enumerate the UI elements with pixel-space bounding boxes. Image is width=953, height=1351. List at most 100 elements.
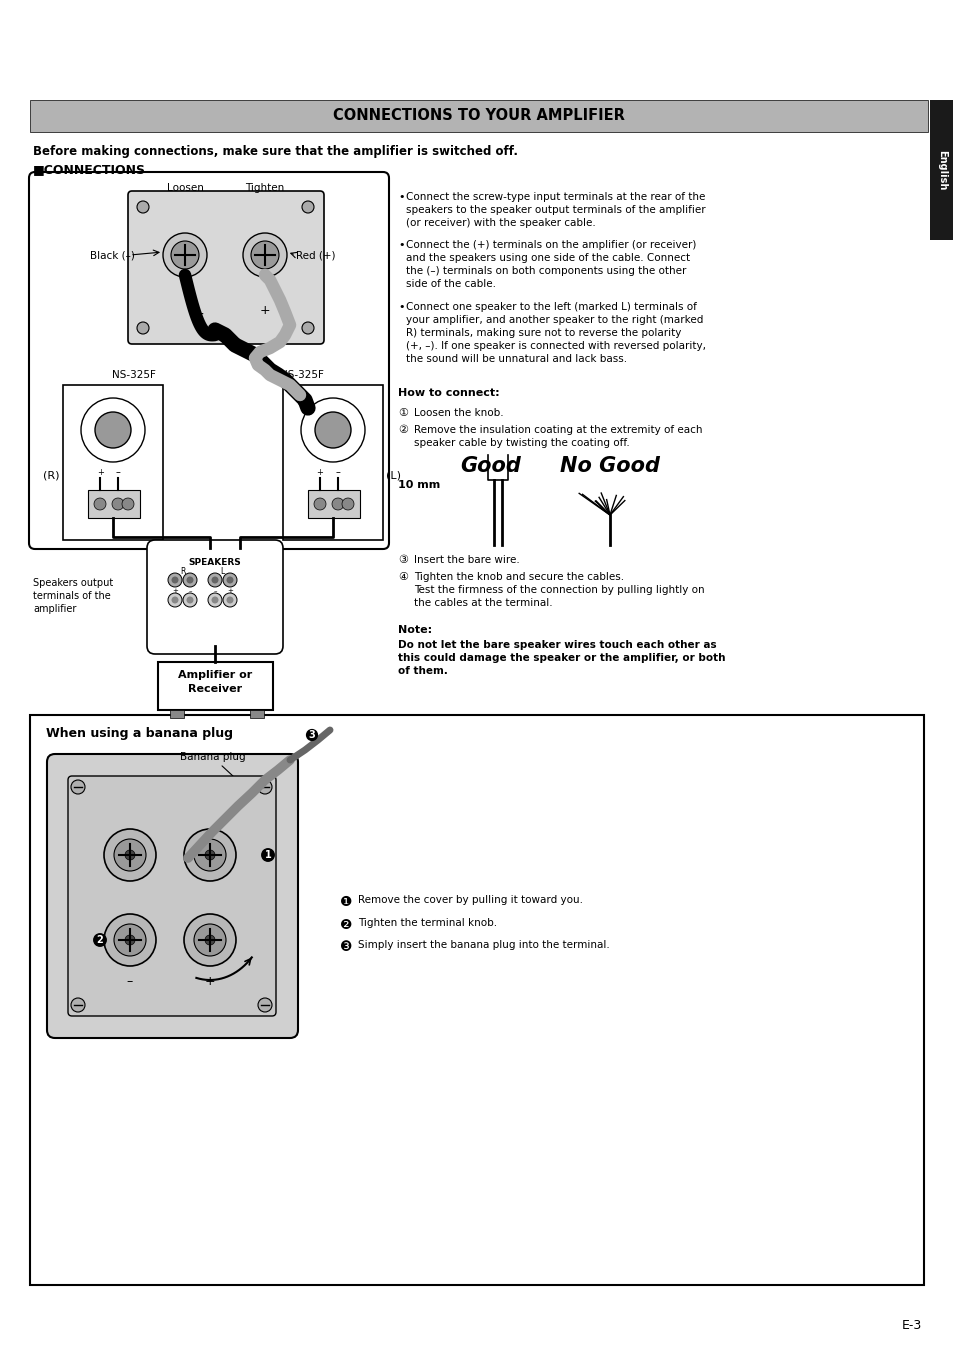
Circle shape xyxy=(137,201,149,213)
Circle shape xyxy=(226,577,233,584)
Bar xyxy=(170,711,184,717)
Text: 3: 3 xyxy=(309,730,315,740)
Circle shape xyxy=(95,412,131,449)
Text: +: + xyxy=(172,588,178,594)
Circle shape xyxy=(183,573,196,586)
Text: ❶: ❶ xyxy=(339,894,352,909)
Text: –: – xyxy=(213,588,216,594)
Text: CONNECTIONS TO YOUR AMPLIFIER: CONNECTIONS TO YOUR AMPLIFIER xyxy=(333,108,624,123)
Text: of them.: of them. xyxy=(397,666,447,676)
Text: E-3: E-3 xyxy=(901,1319,922,1332)
Circle shape xyxy=(223,573,236,586)
Text: Tighten the knob and secure the cables.: Tighten the knob and secure the cables. xyxy=(414,571,623,582)
Circle shape xyxy=(104,830,156,881)
Text: speaker cable by twisting the coating off.: speaker cable by twisting the coating of… xyxy=(414,438,629,449)
Text: the (–) terminals on both components using the other: the (–) terminals on both components usi… xyxy=(406,266,685,276)
Bar xyxy=(30,100,927,132)
Text: Insert the bare wire.: Insert the bare wire. xyxy=(414,555,519,565)
Circle shape xyxy=(71,780,85,794)
Text: –: – xyxy=(196,308,203,322)
Text: 10 mm: 10 mm xyxy=(397,480,439,490)
Text: –: – xyxy=(188,588,192,594)
Text: Speakers output: Speakers output xyxy=(33,578,113,588)
Circle shape xyxy=(193,924,226,957)
Text: Black (–): Black (–) xyxy=(90,250,134,259)
Bar xyxy=(158,662,273,711)
Text: ④: ④ xyxy=(397,571,408,582)
Text: Before making connections, make sure that the amplifier is switched off.: Before making connections, make sure tha… xyxy=(33,145,517,158)
Circle shape xyxy=(125,850,135,861)
Circle shape xyxy=(184,830,235,881)
Circle shape xyxy=(226,597,233,604)
Text: L: L xyxy=(219,566,224,576)
Text: –: – xyxy=(127,975,133,988)
Circle shape xyxy=(122,499,133,509)
Bar xyxy=(250,711,264,717)
Circle shape xyxy=(314,499,326,509)
Text: Amplifier or: Amplifier or xyxy=(177,670,252,680)
Text: How to connect:: How to connect: xyxy=(397,388,499,399)
Text: Tighten: Tighten xyxy=(245,182,284,193)
Circle shape xyxy=(212,577,218,584)
Text: Banana plug: Banana plug xyxy=(180,753,245,762)
Text: and the speakers using one side of the cable. Connect: and the speakers using one side of the c… xyxy=(406,253,689,263)
Text: Do not let the bare speaker wires touch each other as: Do not let the bare speaker wires touch … xyxy=(397,640,716,650)
Text: Note:: Note: xyxy=(397,626,432,635)
Text: Simply insert the banana plug into the terminal.: Simply insert the banana plug into the t… xyxy=(357,940,609,950)
Circle shape xyxy=(186,597,193,604)
Circle shape xyxy=(208,593,222,607)
Text: terminals of the: terminals of the xyxy=(33,590,111,601)
Circle shape xyxy=(251,240,278,269)
Text: +: + xyxy=(97,467,104,477)
Circle shape xyxy=(332,499,344,509)
Circle shape xyxy=(302,201,314,213)
Text: No Good: No Good xyxy=(559,457,659,476)
Circle shape xyxy=(212,597,218,604)
Text: Connect one speaker to the left (marked L) terminals of: Connect one speaker to the left (marked … xyxy=(406,303,696,312)
Text: +: + xyxy=(316,467,323,477)
Circle shape xyxy=(205,850,214,861)
Text: R) terminals, making sure not to reverse the polarity: R) terminals, making sure not to reverse… xyxy=(406,328,680,338)
Circle shape xyxy=(113,924,146,957)
Text: Red (+): Red (+) xyxy=(295,250,335,259)
Circle shape xyxy=(168,593,182,607)
Circle shape xyxy=(71,998,85,1012)
Circle shape xyxy=(184,915,235,966)
Text: ④: ④ xyxy=(307,730,316,740)
Bar xyxy=(30,715,923,1285)
Text: 1: 1 xyxy=(264,850,271,861)
Text: When using a banana plug: When using a banana plug xyxy=(46,727,233,740)
Circle shape xyxy=(172,577,178,584)
Text: •: • xyxy=(397,303,404,312)
Text: (L): (L) xyxy=(386,470,400,480)
Text: English: English xyxy=(936,150,946,190)
Text: +: + xyxy=(259,304,270,316)
Text: ■CONNECTIONS: ■CONNECTIONS xyxy=(33,163,146,176)
Text: Tighten the terminal knob.: Tighten the terminal knob. xyxy=(357,917,497,928)
Text: the sound will be unnatural and lack bass.: the sound will be unnatural and lack bas… xyxy=(406,354,626,363)
Circle shape xyxy=(301,399,365,462)
Text: ②: ② xyxy=(397,426,408,435)
Text: the cables at the terminal.: the cables at the terminal. xyxy=(414,598,552,608)
Text: SPEAKERS: SPEAKERS xyxy=(189,558,241,567)
Circle shape xyxy=(104,915,156,966)
Circle shape xyxy=(302,322,314,334)
Circle shape xyxy=(186,577,193,584)
Text: ③: ③ xyxy=(397,555,408,565)
Text: ❷: ❷ xyxy=(339,917,352,932)
FancyBboxPatch shape xyxy=(147,540,283,654)
Circle shape xyxy=(125,935,135,944)
FancyBboxPatch shape xyxy=(68,775,275,1016)
Circle shape xyxy=(137,322,149,334)
Bar xyxy=(88,490,140,517)
Circle shape xyxy=(94,499,106,509)
Circle shape xyxy=(205,935,214,944)
Text: •: • xyxy=(397,240,404,250)
Circle shape xyxy=(81,399,145,462)
Text: speakers to the speaker output terminals of the amplifier: speakers to the speaker output terminals… xyxy=(406,205,705,215)
Text: NS-325F: NS-325F xyxy=(280,370,323,380)
Text: Loosen: Loosen xyxy=(167,182,203,193)
Bar xyxy=(63,385,163,540)
Text: –: – xyxy=(335,467,340,477)
Text: NS-325F: NS-325F xyxy=(112,370,155,380)
